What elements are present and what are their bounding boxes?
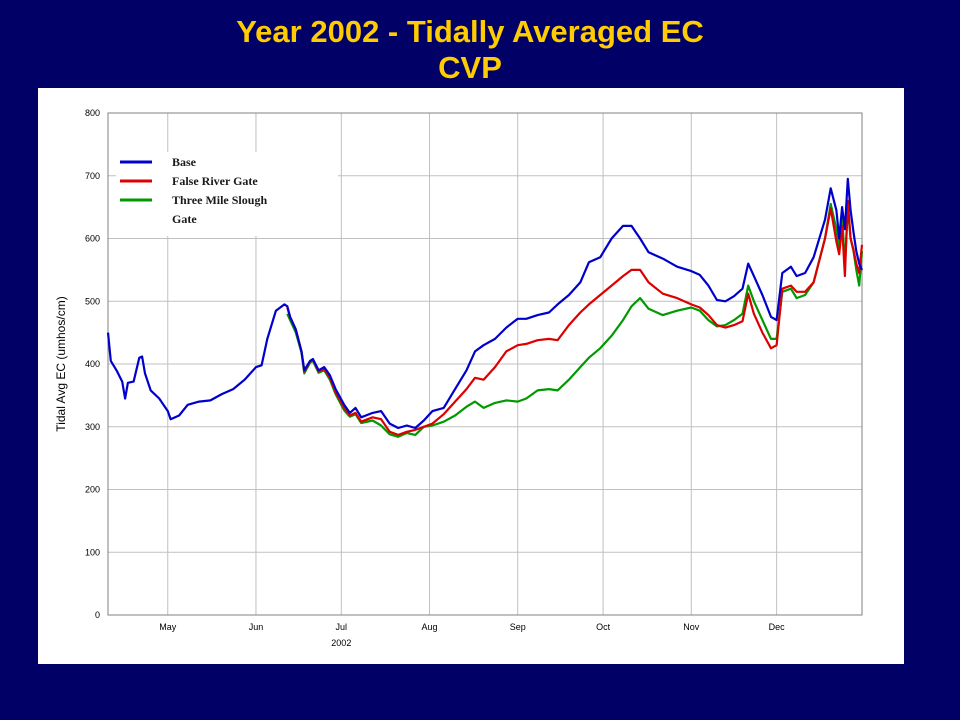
ec-line-chart: 0 100 200 300 400 500 600 700 800 May Jun Jul Aug Se…	[54, 108, 864, 648]
slide-title-line-2: CVP	[438, 50, 502, 85]
y-axis-label: Tidal Avg EC (umhos/cm)	[54, 296, 68, 431]
slide-title: Year 2002 - Tidally Averaged EC CVP	[0, 14, 940, 86]
y-tick-labels: 0 100 200 300 400 500 600 700 800	[85, 108, 100, 620]
x-tick-label-aug: Aug	[422, 622, 438, 632]
legend-label-three-mile-slough-gate: Three Mile Slough Gate	[172, 193, 267, 226]
legend-label-base: Base	[172, 155, 197, 169]
legend-label-line-1: Three Mile Slough	[172, 193, 267, 207]
x-tick-label-nov: Nov	[683, 622, 700, 632]
x-tick-label-dec: Dec	[769, 622, 786, 632]
chart-panel: 0 100 200 300 400 500 600 700 800 May Jun Jul Aug Se…	[38, 88, 904, 664]
y-tick-label-0: 0	[95, 610, 100, 620]
slide-title-line-1: Year 2002 - Tidally Averaged EC	[236, 14, 704, 49]
series-lines	[106, 177, 864, 438]
legend-background	[116, 152, 338, 236]
legend-label-line-1: False River Gate	[172, 174, 258, 188]
x-tick-label-jun: Jun	[249, 622, 264, 632]
legend-label-false-river-gate: False River Gate	[172, 174, 258, 188]
y-tick-label-100: 100	[85, 547, 100, 557]
y-tick-label-800: 800	[85, 108, 100, 118]
x-tick-label-oct: Oct	[596, 622, 611, 632]
series-line-base	[106, 177, 864, 430]
y-tick-label-700: 700	[85, 171, 100, 181]
y-tick-label-500: 500	[85, 296, 100, 306]
x-tick-label-sep: Sep	[510, 622, 526, 632]
y-tick-label-200: 200	[85, 485, 100, 495]
plot-area-frame	[107, 112, 863, 616]
legend-label-line-2: Gate	[172, 212, 197, 226]
x-tick-label-may: May	[159, 622, 177, 632]
y-tick-label-300: 300	[85, 422, 100, 432]
chart-legend: Base False River Gate Three Mile Slough G…	[116, 152, 338, 236]
x-axis-label: 2002	[331, 638, 351, 648]
x-tick-label-jul: Jul	[336, 622, 348, 632]
series-line-false-river-gate	[286, 199, 864, 436]
y-tick-label-400: 400	[85, 359, 100, 369]
y-tick-label-600: 600	[85, 234, 100, 244]
x-tick-labels: May Jun Jul Aug Sep Oct Nov Dec	[159, 622, 785, 632]
